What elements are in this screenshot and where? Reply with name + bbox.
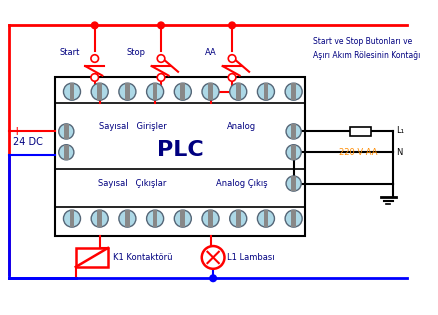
Circle shape (119, 210, 136, 227)
Circle shape (91, 210, 108, 227)
Circle shape (157, 55, 165, 62)
Text: Sayısal   Girişler: Sayısal Girişler (99, 122, 166, 131)
Text: K1 Kontaktörü: K1 Kontaktörü (113, 253, 172, 262)
Bar (64, 145, 69, 160)
Text: L₁: L₁ (396, 126, 404, 135)
Circle shape (92, 22, 98, 29)
Bar (236, 83, 240, 100)
Bar (291, 83, 296, 100)
Circle shape (174, 210, 191, 227)
Text: Analog Çıkış: Analog Çıkış (216, 179, 267, 188)
Circle shape (64, 83, 81, 100)
Circle shape (230, 210, 247, 227)
Circle shape (202, 210, 219, 227)
Circle shape (258, 210, 275, 227)
Bar (125, 210, 130, 227)
Circle shape (91, 74, 99, 81)
Text: L1 Lambası: L1 Lambası (227, 253, 275, 262)
Text: N: N (396, 148, 403, 157)
Text: Sayısal   Çıkışlar: Sayısal Çıkışlar (99, 179, 167, 188)
Bar (153, 210, 158, 227)
Circle shape (157, 74, 165, 81)
Circle shape (91, 55, 99, 62)
Circle shape (229, 22, 235, 29)
Bar (70, 210, 74, 227)
Circle shape (147, 83, 164, 100)
Text: AA: AA (205, 48, 217, 57)
Circle shape (119, 83, 136, 100)
Circle shape (59, 145, 74, 160)
Circle shape (228, 74, 236, 81)
Circle shape (286, 176, 301, 191)
Bar (208, 210, 213, 227)
Bar (97, 210, 102, 227)
Bar (291, 210, 296, 227)
Text: 220 V AA: 220 V AA (339, 148, 377, 157)
Circle shape (285, 83, 302, 100)
Text: PLC: PLC (157, 140, 203, 160)
Bar (55, 77, 305, 236)
Circle shape (228, 55, 236, 62)
Circle shape (91, 83, 108, 100)
Text: Aşırı Akım Rölesinin Kontağı: Aşırı Akım Rölesinin Kontağı (313, 51, 420, 60)
Circle shape (202, 83, 219, 100)
Circle shape (202, 246, 225, 269)
Bar (350, 127, 371, 136)
Text: Analog: Analog (227, 122, 256, 131)
Circle shape (59, 124, 74, 139)
Bar (70, 83, 74, 100)
Bar (76, 248, 108, 267)
Text: +: + (12, 125, 22, 138)
Text: Start ve Stop Butonları ve: Start ve Stop Butonları ve (313, 37, 412, 46)
Bar (97, 83, 102, 100)
Bar (291, 145, 296, 160)
Bar (264, 210, 268, 227)
Bar (291, 176, 296, 191)
Circle shape (64, 210, 81, 227)
Bar (291, 124, 296, 139)
Bar (180, 83, 185, 100)
Circle shape (258, 83, 275, 100)
Bar (264, 83, 268, 100)
Circle shape (174, 83, 191, 100)
Bar (125, 83, 130, 100)
Bar (180, 210, 185, 227)
Circle shape (230, 83, 247, 100)
Circle shape (210, 275, 216, 282)
Bar (236, 210, 240, 227)
Text: −: − (12, 149, 22, 162)
Circle shape (286, 145, 301, 160)
Text: Stop: Stop (127, 48, 146, 57)
Circle shape (285, 210, 302, 227)
Circle shape (286, 124, 301, 139)
Text: 24 DC: 24 DC (14, 137, 43, 147)
Bar (208, 83, 213, 100)
Circle shape (147, 210, 164, 227)
Text: Start: Start (59, 48, 80, 57)
Circle shape (158, 22, 164, 29)
Bar (153, 83, 158, 100)
Bar (64, 124, 69, 139)
